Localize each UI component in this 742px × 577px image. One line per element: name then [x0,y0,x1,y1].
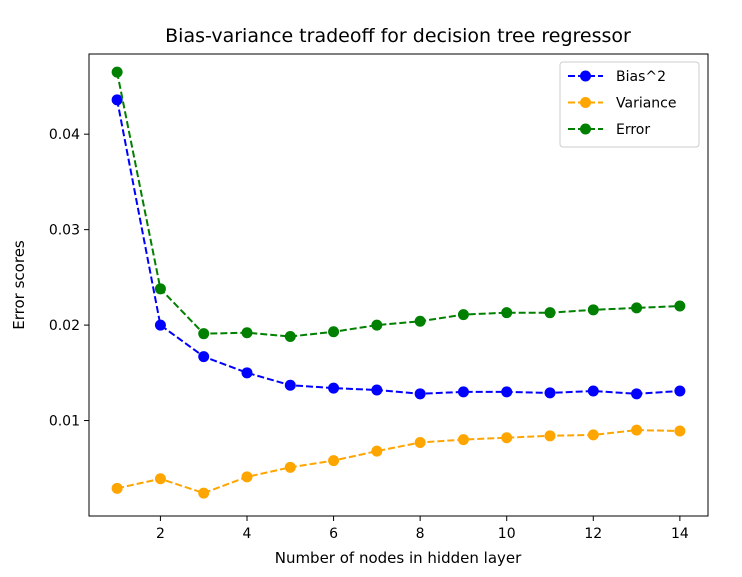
x-tick-label: 12 [584,526,602,542]
data-point-error [371,319,383,331]
data-point-bias-2 [198,351,210,363]
data-point-error [631,302,643,314]
x-tick-label: 6 [329,526,338,542]
data-point-error [154,283,166,295]
data-point-variance [457,434,469,446]
data-point-error [587,304,599,316]
y-tick-label: 0.04 [49,127,80,143]
y-axis-label: Error scores [10,240,28,330]
data-point-error [198,328,210,340]
data-point-error [457,309,469,321]
x-tick-label: 2 [156,526,165,542]
data-point-variance [544,430,556,442]
data-point-error [328,326,340,338]
x-tick-label: 8 [416,526,425,542]
data-point-bias-2 [631,388,643,400]
chart-title: Bias-variance tradeoff for decision tree… [165,25,631,47]
data-point-bias-2 [111,94,123,106]
legend-label-variance: Variance [616,96,676,112]
data-point-bias-2 [154,319,166,331]
data-point-bias-2 [414,388,426,400]
plot-frame [88,53,709,517]
data-point-error [501,307,513,319]
series-line-error [116,71,680,338]
legend-label-bias-2: Bias^2 [616,69,666,85]
data-point-error [111,66,123,78]
data-point-bias-2 [241,367,253,379]
data-point-variance [414,437,426,448]
data-point-error [241,327,253,339]
data-point-variance [198,487,210,499]
data-point-bias-2 [544,387,556,399]
legend-marker-bias-2 [580,70,591,82]
data-point-variance [371,445,383,457]
data-point-variance [284,461,296,473]
data-point-variance [241,471,253,483]
data-point-variance [631,424,643,436]
plot-area [111,66,686,499]
data-point-variance [501,432,513,444]
series-line-variance [116,429,680,495]
data-point-variance [587,429,599,441]
data-point-bias-2 [501,386,513,398]
legend-label-error: Error [616,122,650,138]
y-tick-label: 0.02 [49,318,80,334]
legend-marker-error [580,123,591,135]
data-point-error [284,331,296,343]
data-point-error [544,307,556,319]
data-point-variance [328,455,340,467]
x-tick-label: 4 [243,526,252,542]
data-point-bias-2 [328,382,340,394]
data-point-bias-2 [674,385,686,397]
data-point-bias-2 [457,386,469,398]
legend-box [559,61,700,148]
series-line-bias-2 [116,99,680,395]
legend: Bias^2 Variance Error [559,61,700,148]
data-point-error [674,300,686,312]
data-point-bias-2 [371,384,383,396]
data-point-bias-2 [284,379,296,391]
data-point-bias-2 [587,385,599,397]
data-point-variance [111,482,123,494]
x-tick-label: 10 [498,526,516,542]
data-point-error [414,315,426,327]
y-tick-label: 0.03 [49,223,80,239]
x-tick-label: 14 [671,526,689,542]
data-point-variance [154,473,166,485]
data-point-variance [674,425,686,437]
legend-marker-variance [580,97,591,108]
y-tick-label: 0.01 [49,414,80,430]
x-axis-label: Number of nodes in hidden layer [275,549,522,567]
